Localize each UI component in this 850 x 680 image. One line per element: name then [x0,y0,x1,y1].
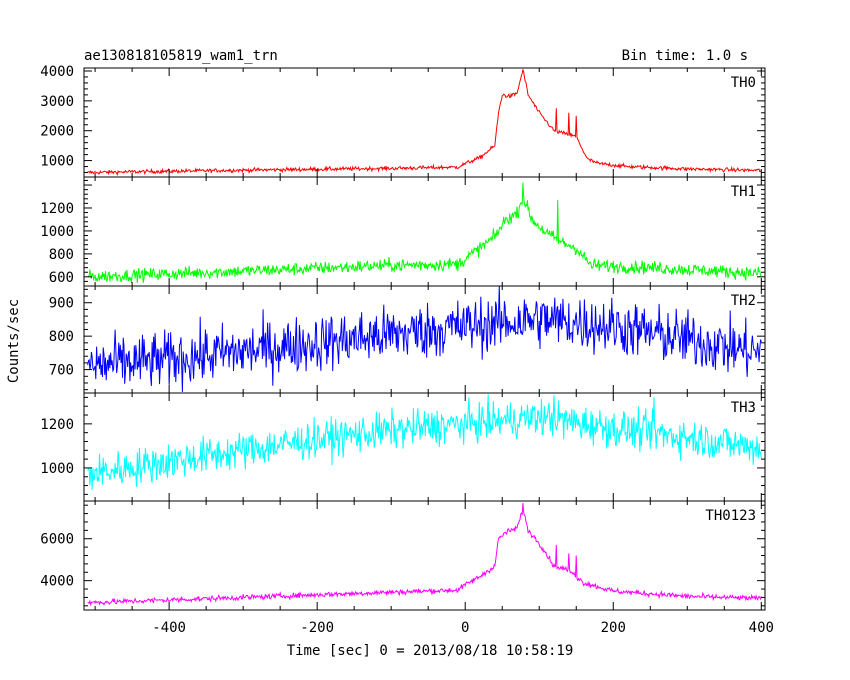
y-tick-label: 600 [49,270,74,286]
panel-th3: 1000 1200 TH3 [40,392,766,502]
y-tick-label: 800 [49,247,74,263]
panel-label: TH1 [731,184,756,200]
panel-label: TH2 [731,293,756,309]
x-axis-label: Time [sec] 0 = 2013/08/18 10:58:19 [287,643,574,659]
series-line-th0 [87,69,762,176]
panel-label: TH0123 [705,508,756,524]
panels-layer: 1000200030004000TH060080010001200TH17008… [40,64,774,636]
y-tick-label: 800 [49,329,74,345]
y-axis-label: Counts/sec [6,299,22,383]
y-tick-label: 700 [49,363,74,379]
x-tick-label: 400 [749,620,774,636]
y-tick-label: 1200 [40,417,74,433]
y-tick-label: 4000 [40,64,74,80]
panel-th0123: 4000 6000 TH0123 -400 -200 0 200 400 [40,500,774,636]
x-tick-label: 0 [461,620,469,636]
panel-th2: 700 800 900 TH2 [49,285,766,394]
y-tick-label: 1000 [40,224,74,240]
series-line-th3 [87,394,762,490]
series-line-th1 [87,182,762,284]
y-tick-label: 3000 [40,94,74,110]
y-tick-label: 2000 [40,124,74,140]
panel-th0: 1000 2000 3000 4000 TH0 [40,64,766,178]
y-tick-label: 4000 [40,574,74,590]
chart-title-right: Bin time: 1.0 s [622,48,748,64]
panel-frame [83,67,766,178]
x-tick-label: -200 [300,620,334,636]
y-tick-label: 900 [49,296,74,312]
series-line-th0123 [87,503,762,607]
panel-th1: 600 800 1000 1200 TH1 [40,176,766,287]
panel-label: TH0 [731,75,756,91]
chart-title-left: ae130818105819_wam1_trn [84,48,278,64]
x-tick-label: -400 [152,620,186,636]
series-line-th2 [87,285,762,392]
y-tick-label: 1000 [40,461,74,477]
x-tick-label: 200 [601,620,626,636]
y-tick-label: 6000 [40,532,74,548]
y-tick-label: 1200 [40,201,74,217]
panel-frame [83,392,766,502]
y-tick-label: 1000 [40,154,74,170]
panel-label: TH3 [731,400,756,416]
